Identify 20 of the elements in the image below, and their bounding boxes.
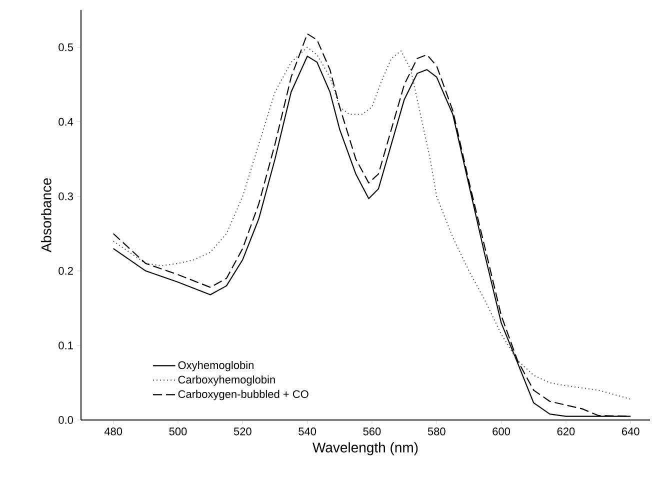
y-tick-label: 0.5 [58,43,73,52]
x-tick-label: 480 [104,428,122,436]
y-tick-label: 0.1 [58,342,73,350]
x-tick-label: 580 [428,428,446,436]
y-tick-label: 0.0 [58,416,74,424]
legend-label: Oxyhemoglobin [178,360,254,372]
x-axis-title: Wavelength (nm) [312,442,418,456]
legend-label: Carboxygen-bubbled + CO [178,390,308,400]
x-tick-label: 620 [557,428,575,436]
x-tick-label: 600 [492,428,510,436]
x-tick-label: 500 [169,428,187,436]
y-tick-label: 0.3 [58,192,73,200]
y-tick-label: 0.2 [58,267,73,275]
y-axis-title: Absorbance [41,178,52,252]
x-tick-label: 520 [234,428,252,436]
y-tick-label: 0.4 [58,118,74,126]
x-tick-label: 560 [363,428,381,436]
x-tick-label: 640 [622,428,640,436]
legend-label: Carboxyhemoglobin [178,375,275,386]
x-tick-label: 540 [298,428,316,436]
